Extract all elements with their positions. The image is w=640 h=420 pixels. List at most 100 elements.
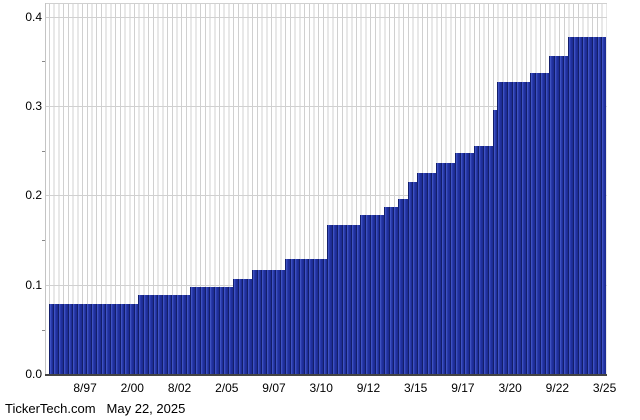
gridline-0.3 — [44, 105, 607, 107]
dividend-bar — [147, 295, 153, 375]
x-tick-label: 3/25 — [592, 380, 617, 395]
dividend-bar — [346, 224, 351, 375]
dividend-bar — [218, 286, 224, 375]
x-tick-label: 8/97 — [73, 380, 97, 395]
dividend-bar — [393, 207, 399, 375]
dividend-bar — [119, 304, 125, 375]
dividend-bar — [180, 295, 186, 375]
dividend-bar — [558, 55, 564, 375]
chart-footer: TickerTech.com May 22, 2025 — [5, 401, 185, 416]
dividend-bar — [535, 73, 540, 375]
dividend-bar — [497, 82, 503, 375]
dividend-bar — [308, 258, 314, 375]
dividend-bar — [407, 181, 413, 375]
dividend-bar — [544, 73, 550, 375]
tickertech-brand-text: TickerTech.com — [5, 401, 96, 416]
dividend-bar — [516, 82, 521, 375]
dividend-bar — [454, 153, 460, 375]
dividend-bar — [317, 258, 323, 375]
dividend-bar — [190, 286, 196, 375]
dividend-bar — [247, 278, 252, 375]
dividend-bar — [138, 295, 144, 375]
x-tick-label: 9/22 — [545, 380, 570, 395]
dividend-bar — [100, 304, 106, 375]
dividend-bar — [232, 278, 238, 375]
dividend-bar — [350, 224, 356, 375]
dividend-bar — [91, 304, 96, 375]
x-tick-label: 2/00 — [120, 380, 144, 395]
y-tick-label: 0.1 — [25, 277, 42, 292]
dividend-bar — [62, 304, 68, 375]
dividend-bar — [459, 153, 465, 375]
dividend-bar — [237, 278, 243, 375]
dividend-bar — [464, 153, 470, 375]
dividend-bar — [185, 295, 191, 375]
dividend-bar — [171, 295, 177, 375]
dividend-bar — [587, 37, 592, 375]
dividend-bar — [530, 73, 536, 375]
dividend-bar — [388, 207, 394, 375]
dividend-bar — [435, 163, 441, 375]
dividend-bar — [478, 145, 484, 375]
y-axis-line — [44, 3, 46, 376]
gridline-0.4 — [44, 16, 607, 18]
y-tick-label: 0.4 — [25, 9, 42, 24]
dividend-bar — [549, 55, 555, 375]
x-tick-label: 2/05 — [215, 380, 239, 395]
dividend-bar — [72, 304, 78, 375]
dividend-bar — [492, 109, 498, 375]
dividend-bar — [299, 258, 304, 375]
x-tick-label: 3/10 — [309, 380, 333, 395]
dividend-bar — [355, 224, 361, 375]
dividend-bar — [152, 295, 158, 375]
dividend-bar — [251, 269, 257, 375]
y-minor-tick — [41, 61, 45, 63]
dividend-bar — [511, 82, 517, 375]
dividend-bar — [412, 181, 418, 375]
dividend-bar — [275, 269, 281, 375]
dividend-bar — [77, 304, 82, 375]
dividend-bar — [81, 304, 87, 375]
dividend-bar — [417, 172, 422, 375]
dividend-bar — [440, 163, 446, 375]
dividend-bar — [332, 224, 337, 375]
dividend-bar — [114, 304, 120, 375]
plot-top-border — [44, 3, 607, 4]
dividend-bar — [214, 286, 219, 375]
dividend-bar — [128, 304, 134, 375]
dividend-bar — [402, 199, 408, 375]
dividend-bar — [261, 269, 266, 375]
dividend-bar — [365, 214, 370, 375]
dividend-bar — [209, 286, 214, 375]
dividend-bar — [502, 82, 507, 375]
dividend-bar — [336, 224, 342, 375]
dividend-bar — [162, 295, 167, 375]
dividend-bar — [223, 286, 229, 375]
y-tick-label: 0.3 — [25, 98, 42, 113]
dividend-bar — [105, 304, 111, 375]
x-axis-line — [44, 374, 607, 376]
dividend-bar — [450, 163, 455, 375]
dividend-bar — [294, 258, 299, 375]
dividend-bar — [596, 37, 602, 375]
y-minor-tick — [41, 240, 45, 242]
dividend-bar — [582, 37, 588, 375]
dividend-bar — [384, 207, 389, 375]
dividend-bar — [506, 82, 512, 375]
dividend-bar — [341, 224, 347, 375]
dividend-bar — [445, 163, 451, 375]
dividend-bar — [469, 153, 474, 375]
x-tick-label: 3/15 — [403, 380, 428, 395]
dividend-bar — [572, 37, 578, 375]
dividend-bar — [303, 258, 309, 375]
dividend-bar — [86, 304, 92, 375]
dividend-bar — [473, 145, 479, 375]
dividend-bar — [313, 258, 318, 375]
dividend-bar — [133, 304, 139, 375]
dividend-bar — [483, 145, 488, 375]
dividend-bar — [374, 214, 380, 375]
dividend-bar — [289, 258, 295, 375]
chart-date-text: May 22, 2025 — [106, 401, 186, 416]
y-minor-tick — [41, 329, 45, 331]
dividend-bar — [426, 172, 432, 375]
